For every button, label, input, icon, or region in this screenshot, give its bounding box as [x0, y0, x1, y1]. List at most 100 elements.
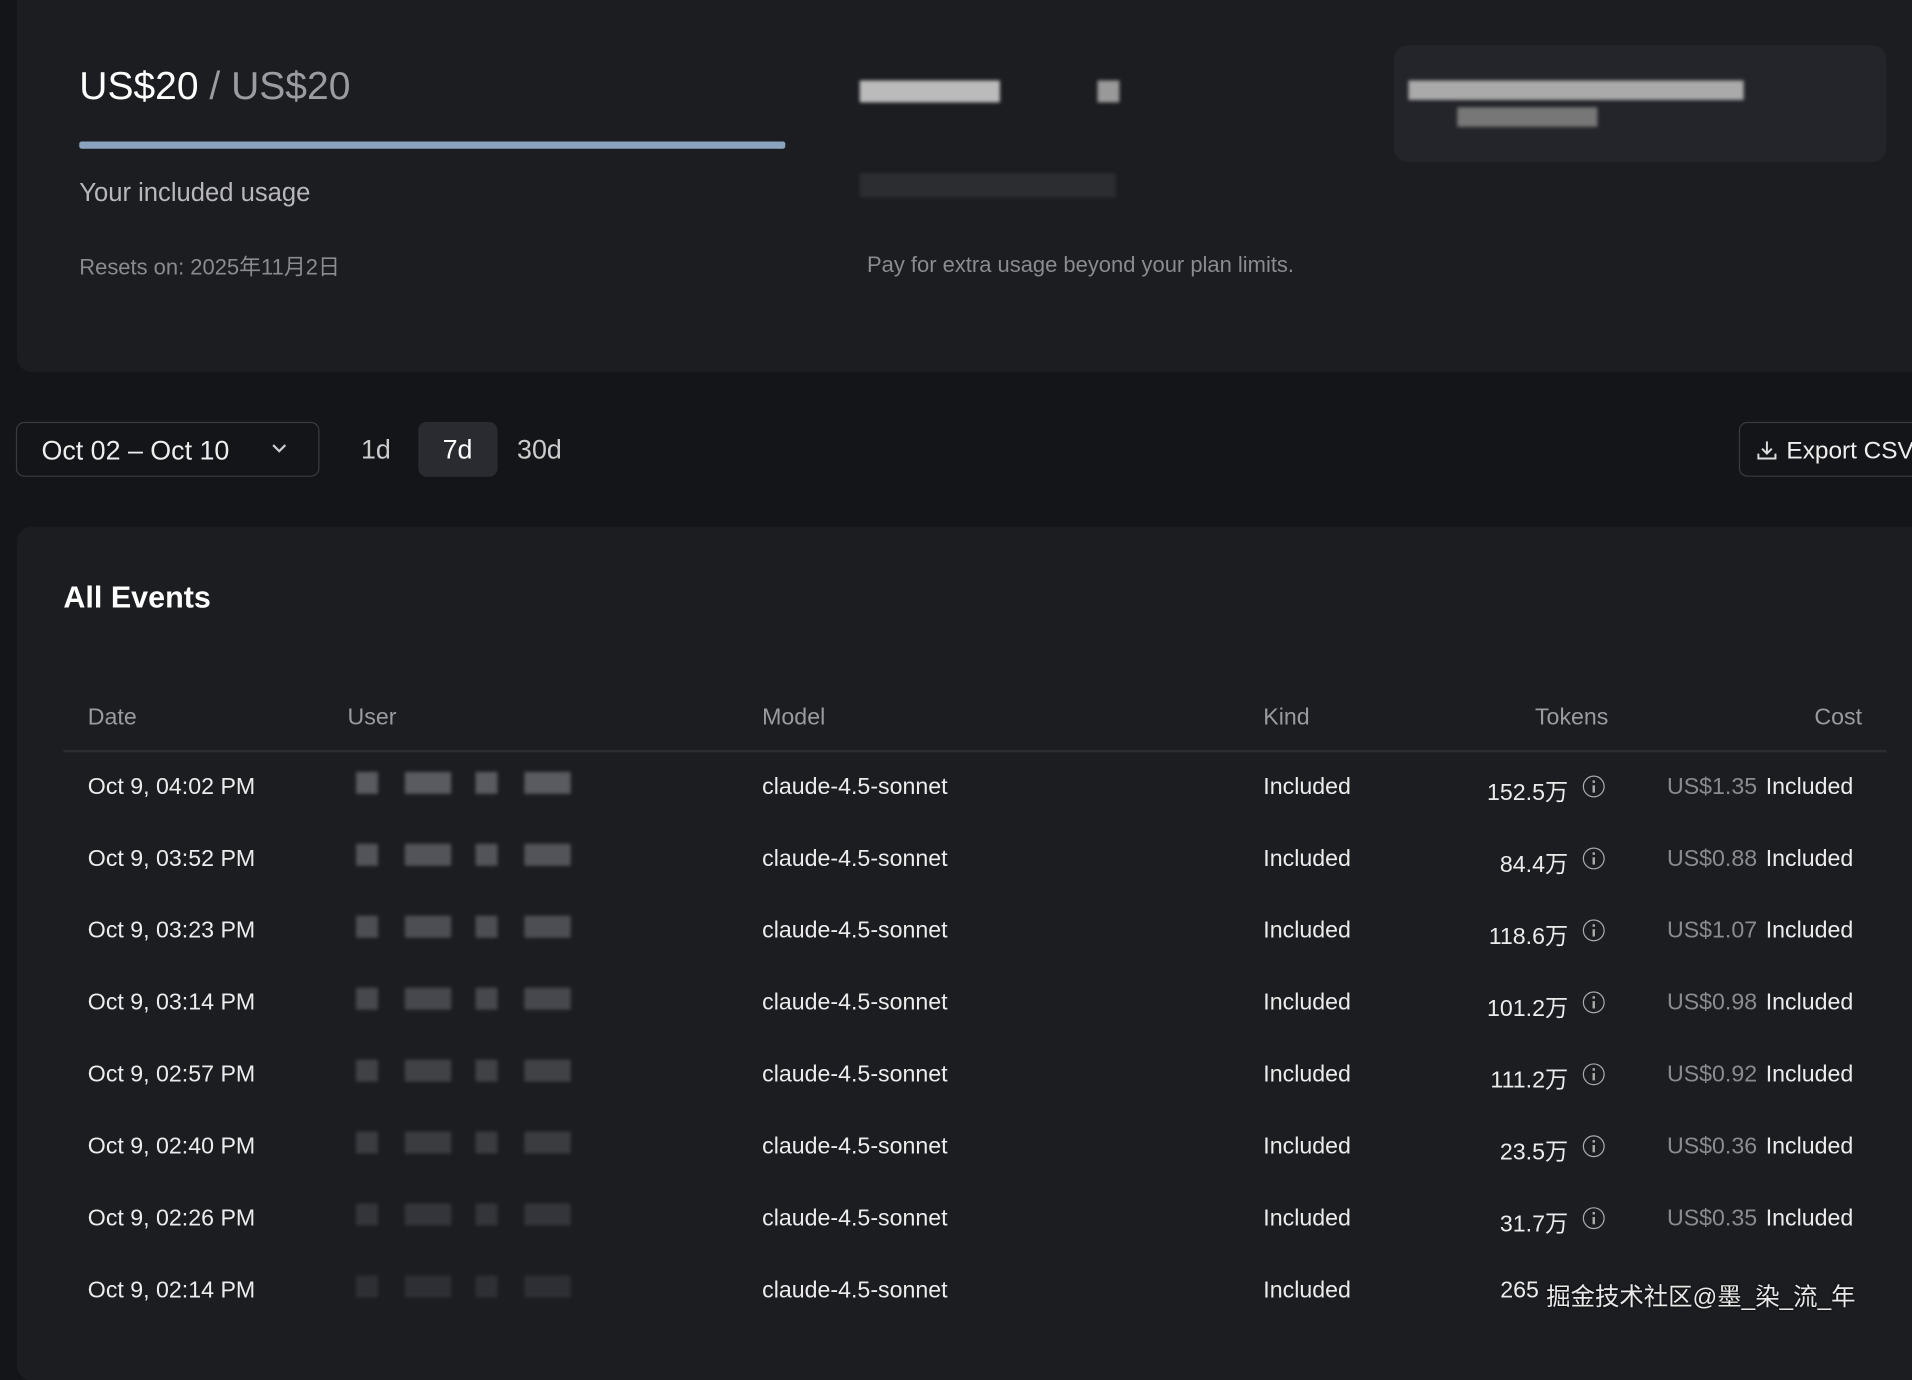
date: Oct 9, 02:40 PM — [87, 1134, 256, 1160]
tokens: 84.4万 — [1499, 852, 1569, 878]
info-icon — [1582, 847, 1605, 870]
cost: US$0.98 — [1666, 990, 1758, 1016]
date: Oct 9, 03:52 PM — [87, 846, 256, 872]
cost: US$1.07 — [1666, 918, 1758, 944]
info-dot — [1591, 1212, 1595, 1215]
tokens: 111.2万 — [1490, 1068, 1569, 1094]
blurred-user — [356, 1131, 379, 1154]
info-dot — [1591, 780, 1595, 783]
date-picker[interactable]: Oct 02 – Oct 10 — [15, 421, 320, 477]
cost-status: Included — [1765, 1062, 1854, 1088]
model: claude-4.5-sonnet — [762, 1134, 948, 1160]
blurred-user — [524, 843, 571, 866]
blurred-user — [356, 1059, 379, 1082]
blurred-user — [404, 1131, 452, 1154]
usage-label: Your included usage — [79, 179, 311, 208]
blurred-user — [475, 771, 498, 794]
column-header: Kind — [1263, 704, 1310, 731]
progress-bar — [79, 141, 786, 149]
cost: US$0.92 — [1666, 1062, 1758, 1088]
info-bar — [1591, 1216, 1595, 1224]
column-header: User — [347, 704, 397, 731]
cost: US$0.35 — [1666, 1205, 1758, 1232]
date: Oct 9, 04:02 PM — [87, 774, 256, 800]
info-dot — [1591, 996, 1595, 999]
blurred — [1408, 80, 1744, 100]
header-divider — [63, 749, 1887, 753]
info-icon — [1582, 1063, 1605, 1086]
blurred-user — [524, 1275, 571, 1298]
model: claude-4.5-sonnet — [762, 774, 948, 800]
event-row: Oct 9, 02:57 PM claude-4.5-sonnet Included… — [0, 1040, 1912, 1112]
extra-description: Pay for extra usage beyond your plan lim… — [866, 252, 1295, 277]
cost-status: Included — [1765, 1205, 1854, 1232]
model: claude-4.5-sonnet — [762, 1277, 948, 1304]
column-header: Tokens — [1534, 704, 1609, 731]
event-row: Oct 9, 02:40 PM claude-4.5-sonnet Included… — [0, 1112, 1912, 1184]
info-bar — [1591, 928, 1595, 936]
model: claude-4.5-sonnet — [762, 1205, 948, 1232]
info-icon — [1582, 1207, 1605, 1230]
download-icon — [1757, 441, 1777, 460]
blurred-user — [475, 915, 498, 938]
blurred-user — [404, 915, 452, 938]
event-row: Oct 9, 02:14 PM claude-4.5-sonnet Included… — [0, 1256, 1912, 1328]
info-icon — [1582, 991, 1605, 1014]
cost-status: Included — [1765, 846, 1854, 872]
info-bar — [1591, 856, 1595, 864]
blurred-user — [475, 1275, 498, 1298]
blurred-user — [356, 843, 379, 866]
blurred-user — [524, 771, 571, 794]
blurred-user — [475, 1059, 498, 1082]
range-option[interactable]: 30d — [517, 434, 562, 465]
info-dot — [1591, 924, 1595, 927]
blurred-user — [475, 1131, 498, 1154]
model: claude-4.5-sonnet — [762, 1062, 948, 1088]
model: claude-4.5-sonnet — [762, 918, 948, 944]
export-label: Export CSV — [1786, 437, 1912, 465]
date: Oct 9, 03:14 PM — [87, 990, 256, 1016]
blurred-user — [404, 771, 452, 794]
kind: Included — [1263, 1277, 1351, 1304]
blurred-user — [404, 1059, 452, 1082]
blurred-user — [475, 1203, 498, 1226]
cost: US$0.36 — [1666, 1134, 1758, 1160]
tokens: 23.5万 — [1499, 1140, 1569, 1166]
event-row: Oct 9, 03:52 PM claude-4.5-sonnet Included… — [0, 824, 1912, 896]
date: Oct 9, 02:26 PM — [87, 1205, 256, 1232]
kind: Included — [1263, 846, 1351, 872]
blurred — [859, 80, 1000, 103]
info-dot — [1591, 1068, 1595, 1071]
cost-status: Included — [1765, 774, 1854, 800]
event-row: Oct 9, 03:23 PM claude-4.5-sonnet Included… — [0, 896, 1912, 968]
info-icon — [1582, 919, 1605, 942]
info-bar — [1591, 1000, 1595, 1008]
kind: Included — [1263, 774, 1351, 800]
column-header: Cost — [1814, 704, 1863, 731]
blurred-user — [524, 987, 571, 1010]
cost: US$0.88 — [1666, 846, 1758, 872]
events-card — [17, 526, 1912, 1380]
app: US$20 / US$20 Your included usage Resets… — [0, 63, 1912, 1328]
blurred — [1457, 107, 1598, 127]
date-range: Oct 02 – Oct 10 — [41, 435, 230, 466]
reset-date: Resets on: 2025年11月2日 — [79, 254, 340, 280]
kind: Included — [1263, 1134, 1351, 1160]
info-icon — [1582, 775, 1605, 798]
range-option[interactable]: 1d — [360, 434, 391, 465]
blurred-user — [356, 771, 379, 794]
tokens: 265 — [1500, 1277, 1539, 1304]
info-bar — [1591, 784, 1595, 793]
blurred-user — [404, 987, 452, 1010]
date: Oct 9, 03:23 PM — [87, 918, 256, 944]
event-row: Oct 9, 03:14 PM claude-4.5-sonnet Included… — [0, 968, 1912, 1040]
blurred-user — [356, 1275, 379, 1298]
range-option[interactable]: 7d — [442, 434, 473, 465]
used: US$20 — [79, 63, 199, 108]
blurred-user — [524, 915, 571, 938]
tokens: 101.2万 — [1487, 996, 1569, 1022]
cost-status: Included — [1765, 990, 1854, 1016]
blurred-user — [404, 1203, 452, 1226]
event-row: Oct 9, 04:02 PM claude-4.5-sonnet Included… — [0, 752, 1912, 824]
export-button[interactable]: Export CSV — [1738, 421, 1912, 477]
